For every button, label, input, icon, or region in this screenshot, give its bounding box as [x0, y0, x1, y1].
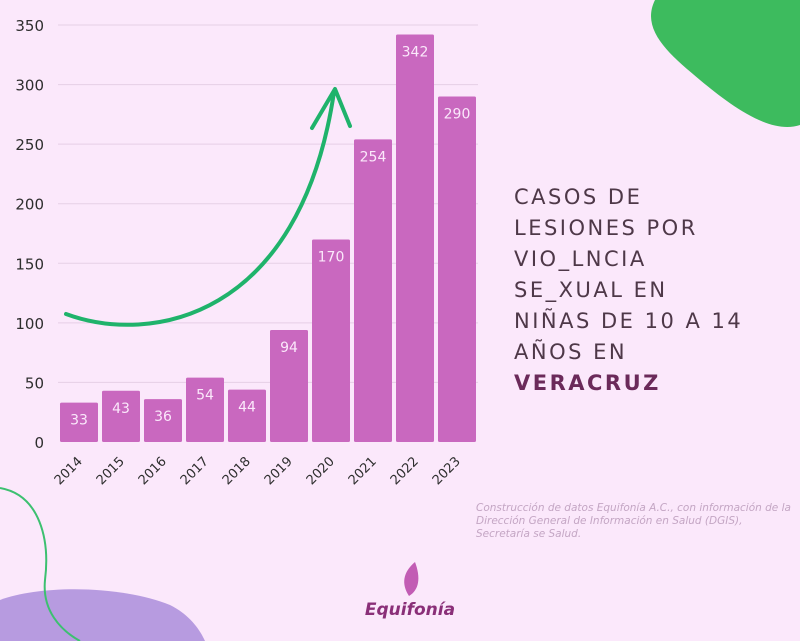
title-line: LESIONES POR	[514, 216, 698, 240]
y-tick-label: 100	[15, 315, 44, 333]
bar	[228, 389, 266, 442]
title-line: NIÑAS DE 10 A 14	[514, 309, 744, 333]
bar	[102, 390, 140, 442]
y-tick-label: 250	[15, 136, 44, 154]
y-tick-label: 200	[15, 196, 44, 214]
data-label: 170	[318, 249, 345, 265]
data-label: 290	[444, 106, 471, 122]
data-label: 254	[360, 149, 387, 165]
bar	[396, 34, 434, 442]
data-label: 44	[238, 400, 256, 416]
x-tick-label: 2022	[388, 454, 422, 488]
bar	[438, 96, 476, 442]
x-tick-label: 2018	[220, 454, 254, 488]
x-tick-label: 2021	[346, 454, 380, 488]
x-tick-label: 2015	[94, 454, 128, 488]
logo: Equifonía	[355, 560, 465, 620]
chart-title: CASOS DE LESIONES POR VIO_LNCIA SE_XUAL …	[514, 182, 794, 399]
x-tick-label: 2023	[430, 454, 464, 488]
bar	[354, 139, 392, 442]
x-tick-label: 2016	[136, 454, 170, 488]
y-tick-label: 0	[34, 434, 44, 452]
data-label: 94	[280, 340, 298, 356]
y-tick-label: 50	[25, 374, 44, 392]
x-tick-label: 2017	[178, 454, 212, 488]
title-line: SE_XUAL EN	[514, 278, 668, 302]
bar	[270, 330, 308, 442]
green-blob-decoration	[651, 0, 800, 127]
data-label: 36	[154, 409, 172, 425]
trend-arrow	[64, 90, 336, 327]
bar	[144, 399, 182, 442]
logo-flame-icon	[404, 562, 419, 596]
trend-arrowhead	[310, 87, 352, 130]
data-label: 54	[196, 388, 214, 404]
title-line: VIO_LNCIA	[514, 247, 647, 271]
green-line-decoration	[0, 487, 81, 641]
source-note: Construcción de datos Equifonía A.C., co…	[476, 502, 791, 540]
x-tick-label: 2019	[262, 454, 296, 488]
y-tick-label: 350	[15, 17, 44, 35]
purple-blob-decoration	[0, 589, 205, 641]
data-label: 43	[112, 401, 130, 417]
title-line: AÑOS EN	[514, 340, 628, 364]
data-label: 342	[402, 45, 429, 61]
title-emphasis: VERACRUZ	[514, 371, 661, 395]
logo-text: Equifonía	[364, 600, 456, 620]
bar	[186, 377, 224, 442]
title-line: CASOS DE	[514, 185, 643, 209]
data-label: 33	[70, 413, 88, 429]
y-tick-label: 300	[15, 77, 44, 95]
y-tick-label: 150	[15, 255, 44, 273]
bar	[60, 402, 98, 442]
x-tick-label: 2014	[52, 454, 86, 488]
x-tick-label: 2020	[304, 454, 338, 488]
bar	[312, 239, 350, 442]
